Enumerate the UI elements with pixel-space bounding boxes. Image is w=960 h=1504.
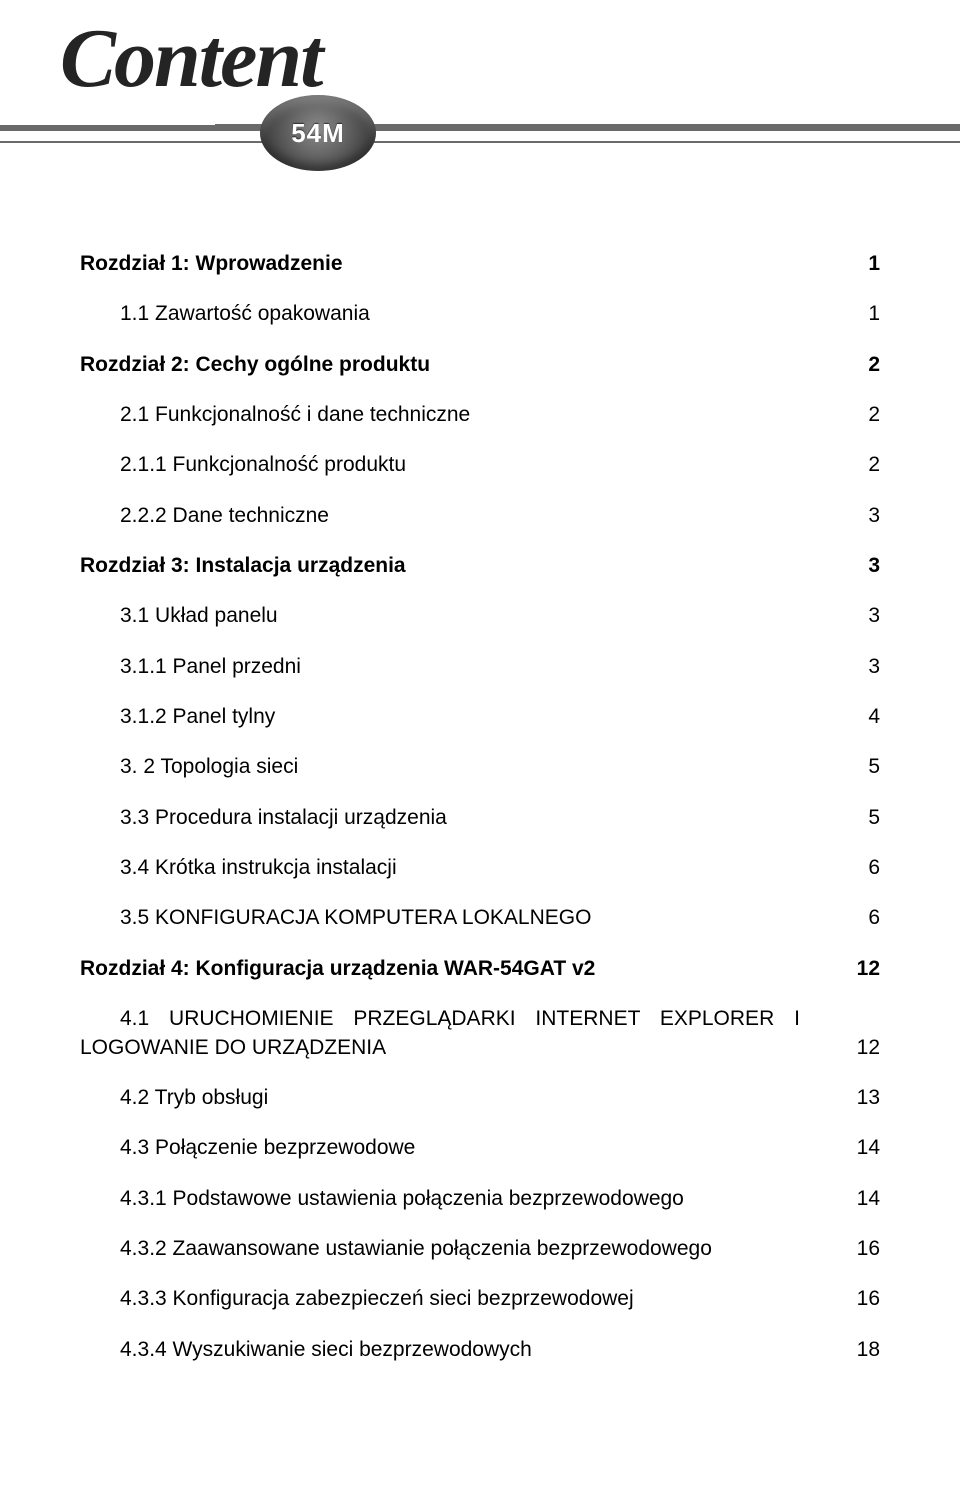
toc-entry-page: 2: [868, 401, 880, 429]
toc-entry-label: Rozdział 1: Wprowadzenie: [80, 250, 343, 278]
toc-entry-page: 13: [857, 1084, 880, 1112]
toc-entry: 4.3.1 Podstawowe ustawienia połączenia b…: [80, 1185, 880, 1213]
toc-entry-label: 4.3.4 Wyszukiwanie sieci bezprzewodowych: [120, 1336, 532, 1364]
toc-entry-page: 18: [857, 1336, 880, 1364]
toc-entry-label: 4.3.3 Konfiguracja zabezpieczeń sieci be…: [120, 1285, 634, 1313]
toc-entry: 3.5 KONFIGURACJA KOMPUTERA LOKALNEGO 6: [80, 904, 880, 932]
toc-entry-label: 3.5 KONFIGURACJA KOMPUTERA LOKALNEGO: [120, 904, 591, 932]
toc-entry-label: 3.1 Układ panelu: [120, 602, 278, 630]
toc-entry: 3.1 Układ panelu 3: [80, 602, 880, 630]
toc-entry-page: 16: [857, 1285, 880, 1313]
toc-entry: 3. 2 Topologia sieci 5: [80, 753, 880, 781]
banner-rule-thick: [0, 125, 960, 131]
toc-entry: 4.3.4 Wyszukiwanie sieci bezprzewodowych…: [80, 1336, 880, 1364]
toc-entry-page: 3: [868, 502, 880, 530]
toc-entry-label: 4.3.1 Podstawowe ustawienia połączenia b…: [120, 1185, 684, 1213]
toc-entry-page: 14: [857, 1134, 880, 1162]
toc-entry: 2.1.1 Funkcjonalność produktu 2: [80, 451, 880, 479]
banner-title: Content: [60, 10, 321, 107]
banner-rule-thin-lower: [0, 141, 960, 143]
table-of-contents: Rozdział 1: Wprowadzenie11.1 Zawartość o…: [0, 210, 960, 1426]
toc-entry-page: 6: [868, 854, 880, 882]
toc-entry-label: 3.1.2 Panel tylny: [120, 703, 275, 731]
toc-entry-label: Rozdział 4: Konfiguracja urządzenia WAR-…: [80, 955, 595, 983]
toc-entry-page: 2: [868, 451, 880, 479]
toc-entry-label: 2.1.1 Funkcjonalność produktu: [120, 451, 406, 479]
toc-entry: 4.3.3 Konfiguracja zabezpieczeń sieci be…: [80, 1285, 880, 1313]
document-page: Content 54M Rozdział 1: Wprowadzenie11.1…: [0, 0, 960, 1504]
toc-entry-label: 3.1.1 Panel przedni: [120, 653, 301, 681]
toc-entry-label: 4.2 Tryb obsługi: [120, 1084, 268, 1112]
toc-entry-wrapped: 4.1 URUCHOMIENIE PRZEGLĄDARKI INTERNET E…: [80, 1005, 880, 1062]
toc-entry-page: 12: [857, 955, 880, 983]
toc-entry-label: Rozdział 2: Cechy ogólne produktu: [80, 351, 430, 379]
toc-entry-page: 4: [868, 703, 880, 731]
toc-entry-page: 16: [857, 1235, 880, 1263]
toc-entry-label-cont: LOGOWANIE DO URZĄDZENIA: [80, 1034, 386, 1062]
toc-entry-page: 5: [868, 804, 880, 832]
toc-entry: 3.1.2 Panel tylny 4: [80, 703, 880, 731]
toc-entry-page: 6: [868, 904, 880, 932]
toc-entry-page: 1: [868, 250, 880, 278]
toc-entry-page: 1: [868, 300, 880, 328]
toc-entry-page: 3: [868, 602, 880, 630]
toc-entry: 2.1 Funkcjonalność i dane techniczne 2: [80, 401, 880, 429]
toc-entry-label: 3.3 Procedura instalacji urządzenia: [120, 804, 447, 832]
toc-entry: 4.3.2 Zaawansowane ustawianie połączenia…: [80, 1235, 880, 1263]
toc-entry-page: 3: [868, 552, 880, 580]
toc-entry-label: 2.2.2 Dane techniczne: [120, 502, 329, 530]
toc-entry-page: 14: [857, 1185, 880, 1213]
toc-entry-label: 4.3.2 Zaawansowane ustawianie połączenia…: [120, 1235, 712, 1263]
toc-entry-label: 4.3 Połączenie bezprzewodowe: [120, 1134, 415, 1162]
toc-entry-label: 4.1 URUCHOMIENIE PRZEGLĄDARKI INTERNET E…: [120, 1005, 800, 1033]
toc-entry: Rozdział 3: Instalacja urządzenia 3: [80, 552, 880, 580]
toc-entry: 3.4 Krótka instrukcja instalacji 6: [80, 854, 880, 882]
toc-entry-label: 3. 2 Topologia sieci: [120, 753, 298, 781]
toc-entry-label: 3.4 Krótka instrukcja instalacji: [120, 854, 397, 882]
toc-entry-label: 2.1 Funkcjonalność i dane techniczne: [120, 401, 470, 429]
toc-entry-page: 12: [857, 1034, 880, 1062]
toc-entry: 3.3 Procedura instalacji urządzenia 5: [80, 804, 880, 832]
toc-entry: Rozdział 1: Wprowadzenie 1: [80, 250, 880, 278]
toc-entry: Rozdział 4: Konfiguracja urządzenia WAR-…: [80, 955, 880, 983]
banner-badge: 54M: [260, 95, 376, 171]
toc-entry: 2.2.2 Dane techniczne 3: [80, 502, 880, 530]
toc-entry: 4.3 Połączenie bezprzewodowe 14: [80, 1134, 880, 1162]
toc-entry-page: 3: [868, 653, 880, 681]
toc-entry-page: 2: [868, 351, 880, 379]
toc-entry-page: 5: [868, 753, 880, 781]
toc-entry: 1.1 Zawartość opakowania 1: [80, 300, 880, 328]
toc-entry: 4.2 Tryb obsługi 13: [80, 1084, 880, 1112]
toc-entry-label: Rozdział 3: Instalacja urządzenia: [80, 552, 406, 580]
toc-entry-label: 1.1 Zawartość opakowania: [120, 300, 370, 328]
toc-entry: 3.1.1 Panel przedni 3: [80, 653, 880, 681]
toc-entry: Rozdział 2: Cechy ogólne produktu 2: [80, 351, 880, 379]
header-banner: Content 54M: [0, 0, 960, 210]
